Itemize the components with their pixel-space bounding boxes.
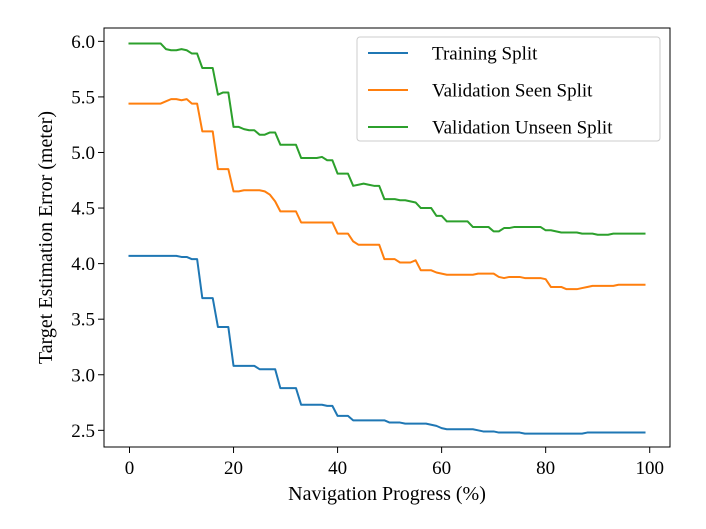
y-tick-label: 5.5 <box>71 87 95 108</box>
x-tick-label: 0 <box>125 458 135 479</box>
y-tick-label: 5.0 <box>71 143 95 164</box>
y-tick-label: 4.0 <box>71 254 95 275</box>
y-tick-label: 6.0 <box>71 32 95 53</box>
x-axis-label: Navigation Progress (%) <box>288 483 486 505</box>
y-axis-label: Target Estimation Error (meter) <box>35 111 57 364</box>
series-line-2 <box>128 98 646 291</box>
legend-label: Validation Seen Split <box>432 81 593 102</box>
y-tick-label: 2.5 <box>71 421 95 442</box>
series-line-3 <box>128 42 646 236</box>
plot-frame <box>103 27 671 448</box>
series-line-1 <box>128 254 646 435</box>
x-tick-label: 20 <box>224 458 243 479</box>
x-axis: 0 20 40 60 80 100 <box>125 447 664 479</box>
x-tick-label: 40 <box>328 458 347 479</box>
y-tick-label: 3.0 <box>71 365 95 386</box>
legend-box <box>356 36 661 142</box>
y-tick-label: 3.5 <box>71 310 95 331</box>
y-tick-label: 4.5 <box>71 199 95 220</box>
x-tick-label: 60 <box>432 458 451 479</box>
x-tick-label: 80 <box>536 458 555 479</box>
legend-label: Validation Unseen Split <box>432 118 613 139</box>
legend: Training Split Validation Seen Split Valid… <box>356 36 661 142</box>
y-axis: 2.5 3.0 3.5 4.0 4.5 5.0 5.5 6.0 <box>71 32 104 442</box>
series-layer <box>128 42 646 435</box>
legend-label: Training Split <box>432 44 538 65</box>
x-tick-label: 100 <box>635 458 664 479</box>
